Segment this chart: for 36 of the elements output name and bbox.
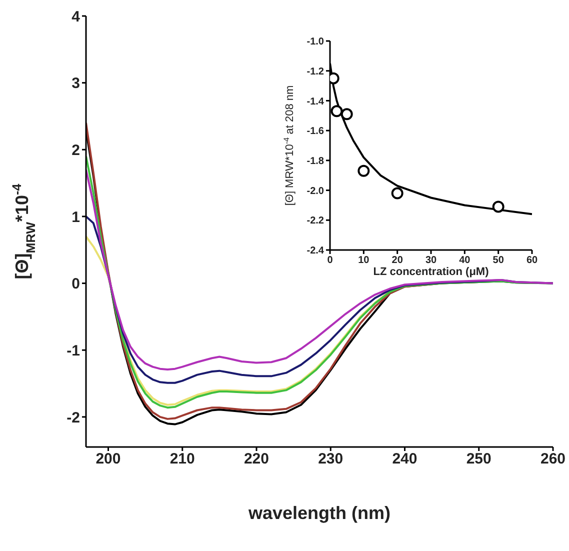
point [358,164,370,177]
y-tick-label: -1.4 [306,96,324,108]
y-tick-label: -1.6 [306,126,324,138]
y-tick-label: 0 [72,276,80,293]
y-tick-label: -1.8 [306,156,324,167]
y-tick-label: 3 [72,75,80,92]
y-tick-label: -2.4 [306,246,324,257]
x-tick-label: 200 [96,450,121,468]
point [340,108,353,120]
y-tick-label: -2 [66,409,80,426]
y-tick-label: 4 [72,8,81,26]
x-tick-label: 210 [170,450,195,468]
y-tick-label: 1 [72,208,80,226]
point [391,187,404,200]
x-tick-label: 40 [459,255,471,266]
x-tick-label: 10 [358,255,370,266]
x-tick-label: 60 [526,255,538,266]
point [492,200,504,213]
x-tick-label: 230 [318,450,344,468]
x-tick-label: 20 [392,255,404,266]
x-tick-label: 250 [466,450,492,468]
y-tick-label: -1.2 [306,66,324,78]
x-tick-label: 260 [540,450,566,468]
y-tick-label: -1 [66,342,80,360]
x-tick-label: 30 [425,255,437,266]
x-tick-label: 220 [244,450,270,468]
y-tick-label: -2.0 [306,186,324,197]
x-tick-label: 240 [392,450,418,468]
y-tick-label: -1.0 [306,36,324,48]
x-axis-title: LZ concentration (μM) [373,266,490,278]
x-tick-label: 50 [492,255,504,266]
x-axis-title: wavelength (nm) [247,503,391,523]
point [330,105,343,118]
x-tick-label: 0 [327,255,334,266]
y-tick-label: 2 [72,142,80,159]
y-tick-label: -2.2 [306,216,324,227]
